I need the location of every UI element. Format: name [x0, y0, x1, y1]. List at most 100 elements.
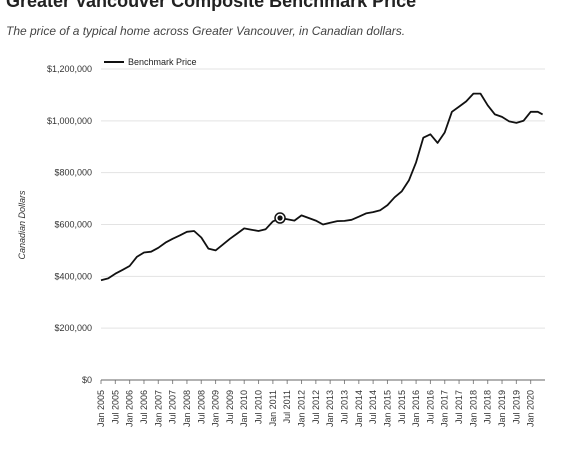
data-point: [394, 196, 396, 198]
x-tick-label: Jan 2010: [239, 390, 249, 427]
highlight-marker[interactable]: [274, 212, 286, 224]
x-tick-label: Jan 2005: [96, 390, 106, 427]
x-tick-label: Jan 2006: [125, 390, 135, 427]
data-point: [286, 218, 288, 220]
data-point: [372, 211, 374, 213]
data-point: [523, 120, 525, 122]
x-tick-label: Jul 2006: [139, 390, 149, 424]
x-tick-label: Jan 2018: [468, 390, 478, 427]
data-point: [229, 238, 231, 240]
data-point: [258, 230, 260, 232]
data-point: [501, 116, 503, 118]
data-point: [272, 220, 274, 222]
data-point: [451, 111, 453, 113]
data-point: [100, 279, 102, 281]
data-point: [422, 137, 424, 139]
data-point: [222, 244, 224, 246]
data-point: [480, 93, 482, 95]
x-tick-label: Jul 2019: [511, 390, 521, 424]
x-tick-label: Jan 2019: [497, 390, 507, 427]
y-axis-label: Canadian Dollars: [17, 190, 27, 260]
data-point: [172, 238, 174, 240]
x-tick-label: Jul 2011: [282, 390, 292, 423]
data-point: [136, 256, 138, 258]
y-axis-ticks: $0 $200,000 $400,000 $600,000 $800,000 $1,000…: [47, 64, 92, 385]
data-point: [444, 132, 446, 134]
x-tick-label: Jan 2007: [153, 390, 163, 427]
data-point: [301, 214, 303, 216]
data-point: [429, 133, 431, 135]
data-point: [179, 234, 181, 236]
data-point: [129, 265, 131, 267]
x-tick-label: Jul 2016: [425, 390, 435, 424]
data-point: [487, 104, 489, 106]
data-point: [494, 113, 496, 115]
data-point: [387, 204, 389, 206]
x-tick-label: Jan 2016: [411, 390, 421, 427]
x-tick-label: Jul 2015: [397, 390, 407, 424]
data-point: [193, 230, 195, 232]
data-point: [537, 111, 539, 113]
x-tick-label: Jul 2010: [254, 390, 264, 424]
y-tick-label: $0: [82, 375, 92, 385]
x-tick-label: Jan 2017: [440, 390, 450, 427]
legend-label-benchmark-price: Benchmark Price: [128, 57, 197, 67]
data-point: [542, 113, 544, 115]
x-tick-label: Jan 2014: [354, 390, 364, 427]
data-point: [465, 100, 467, 102]
legend: Benchmark Price: [104, 57, 197, 67]
x-tick-label: Jul 2008: [196, 390, 206, 424]
data-point: [515, 122, 517, 124]
data-point: [401, 190, 403, 192]
x-tick-label: Jul 2009: [225, 390, 235, 424]
data-point: [351, 219, 353, 221]
data-point: [265, 228, 267, 230]
y-tick-label: $200,000: [54, 323, 92, 333]
data-point: [243, 227, 245, 229]
data-point: [365, 212, 367, 214]
data-point: [200, 237, 202, 239]
data-point: [165, 242, 167, 244]
x-tick-label: Jul 2018: [483, 390, 493, 424]
data-point: [157, 247, 159, 249]
x-tick-label: Jan 2011: [268, 390, 278, 426]
y-tick-label: $400,000: [54, 271, 92, 281]
data-point: [236, 233, 238, 235]
y-tick-label: $1,000,000: [47, 116, 92, 126]
x-tick-label: Jul 2014: [368, 390, 378, 424]
data-point: [293, 220, 295, 222]
x-axis-ticks: Jan 2005 Jul 2005 Jan 2006 Jul 2006 Jan 2007…: [96, 380, 536, 427]
x-tick-label: Jan 2008: [182, 390, 192, 427]
data-point: [472, 93, 474, 95]
chart-title: Greater Vancouver Composite Benchmark Pr…: [6, 0, 417, 11]
data-point: [408, 179, 410, 181]
x-tick-label: Jan 2012: [297, 390, 307, 427]
y-tick-label: $600,000: [54, 220, 92, 230]
x-tick-label: Jul 2012: [311, 390, 321, 424]
y-tick-label: $800,000: [54, 168, 92, 178]
data-point: [122, 269, 124, 271]
x-tick-label: Jul 2007: [168, 390, 178, 424]
data-point: [415, 161, 417, 163]
x-tick-label: Jan 2015: [382, 390, 392, 427]
data-point: [315, 220, 317, 222]
data-point: [344, 220, 346, 222]
data-point: [358, 216, 360, 218]
data-point: [329, 222, 331, 224]
series-line-benchmark-price: [100, 92, 544, 282]
data-point: [107, 277, 109, 279]
data-point: [143, 252, 145, 254]
x-tick-label: Jan 2013: [325, 390, 335, 427]
data-point: [322, 224, 324, 226]
highlight-marker-dot: [277, 215, 283, 221]
data-point: [379, 209, 381, 211]
data-point: [308, 217, 310, 219]
gridlines: [101, 68, 545, 329]
data-point: [114, 273, 116, 275]
data-point: [530, 111, 532, 113]
chart-subtitle: The price of a typical home across Great…: [6, 24, 406, 38]
data-point: [250, 229, 252, 231]
data-point: [508, 120, 510, 122]
x-tick-label: Jul 2013: [339, 390, 349, 424]
